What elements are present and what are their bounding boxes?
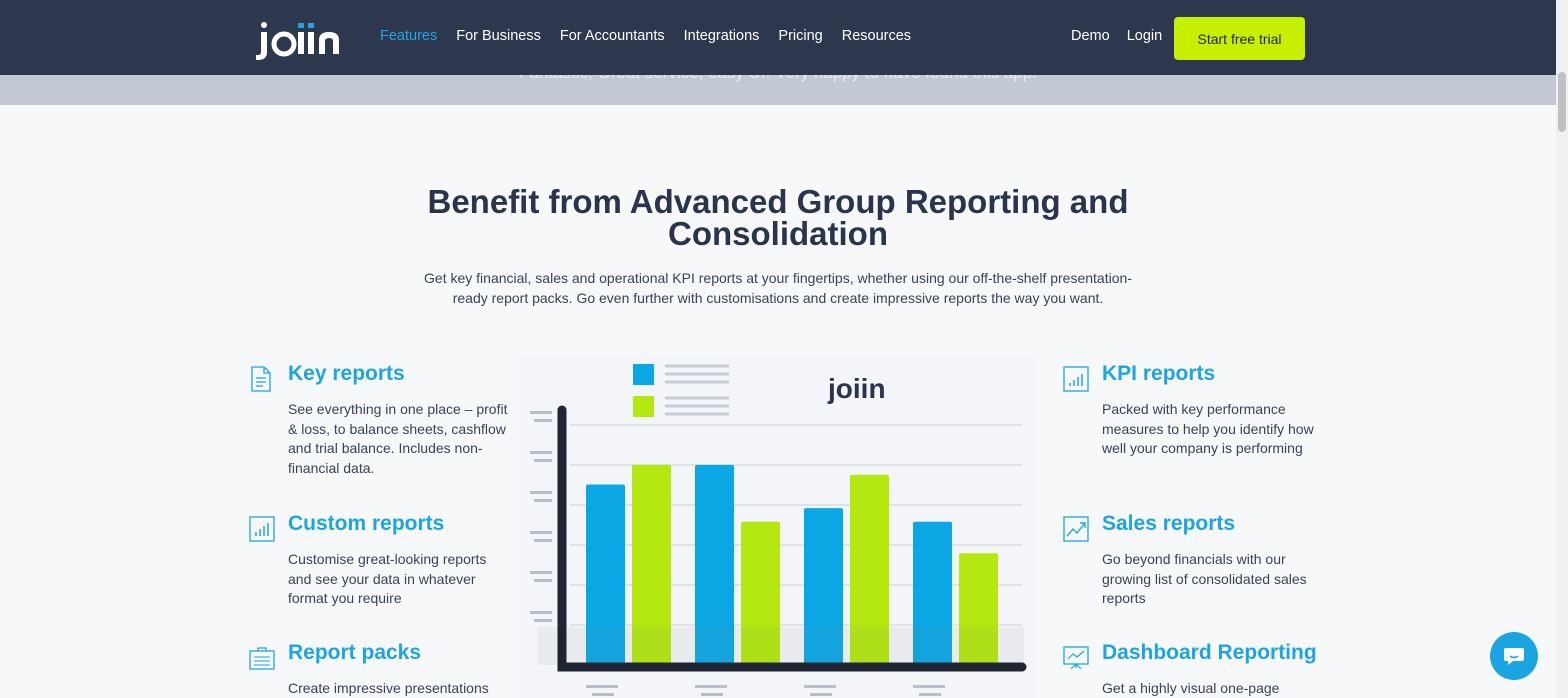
bar-blue: [586, 484, 625, 665]
nav-for-accountants[interactable]: For Accountants: [559, 28, 665, 44]
scrollbar-thumb[interactable]: [1558, 72, 1566, 132]
feature-description: Packed with key performance measures to …: [1102, 401, 1314, 456]
testimonial-text: Fantastic, Great service, easy UI. Very …: [0, 75, 1556, 83]
feature-title[interactable]: Sales reports: [1102, 512, 1236, 535]
start-free-trial-button[interactable]: Start free trial: [1174, 17, 1305, 60]
x-axis-tick-placeholders: [586, 685, 945, 696]
bar-chart-icon: [249, 516, 275, 542]
testimonial-strip: Fantastic, Great service, easy UI. Very …: [0, 75, 1556, 105]
nav-pricing[interactable]: Pricing: [778, 28, 823, 44]
x-tick-placeholder: [913, 685, 945, 688]
report-illustration: joiin: [520, 355, 1035, 698]
y-tick-placeholder: [534, 619, 552, 622]
section-subtitle-line2: ready report packs. Go even further with…: [452, 290, 1104, 306]
chart-bars: [586, 464, 998, 665]
joiin-logo[interactable]: [255, 20, 347, 60]
bar-blue: [695, 464, 734, 665]
section-subtitle-line1: Get key financial, sales and operational…: [424, 270, 1132, 286]
chat-bubble-icon[interactable]: [1490, 632, 1538, 680]
kpi-chart-icon: [1063, 366, 1089, 392]
site-header: Features For Business For Accountants In…: [0, 0, 1556, 75]
y-tick-placeholder: [530, 611, 552, 614]
nav-resources[interactable]: Resources: [841, 28, 912, 44]
bar-chart: joiin: [520, 355, 1035, 698]
account-nav: Demo Login: [1071, 28, 1162, 44]
feature-title[interactable]: Custom reports: [288, 512, 445, 535]
chart-tick-placeholders: [530, 411, 552, 622]
y-tick-placeholder: [534, 539, 552, 542]
feature-title[interactable]: Report packs: [288, 641, 422, 664]
feature-description: See everything in one place – profit & l…: [288, 401, 508, 476]
feature-title[interactable]: Key reports: [288, 362, 405, 385]
y-tick-placeholder: [530, 451, 552, 454]
y-tick-placeholder: [534, 499, 552, 502]
feature-description: Create impressive presentations: [288, 680, 489, 696]
feature-title[interactable]: Dashboard Reporting: [1102, 641, 1317, 664]
feature-title[interactable]: KPI reports: [1102, 362, 1216, 385]
bar-blue: [913, 521, 952, 665]
x-tick-placeholder: [919, 693, 941, 696]
bar-green: [632, 464, 671, 665]
y-tick-placeholder: [534, 579, 552, 582]
y-tick-placeholder: [530, 571, 552, 574]
y-tick-placeholder: [530, 531, 552, 534]
nav-features[interactable]: Features: [380, 28, 438, 44]
feature-description: Get a highly visual one-page: [1102, 680, 1280, 696]
nav-for-business[interactable]: For Business: [456, 28, 541, 44]
bar-blue: [804, 508, 843, 665]
x-tick-placeholder: [701, 693, 723, 696]
trend-line-icon: [1063, 516, 1089, 542]
main-nav: Features For Business For Accountants In…: [380, 28, 911, 44]
section-title: Benefit from Advanced Group Reporting an…: [0, 183, 1556, 252]
section-subtitle: Get key financial, sales and operational…: [420, 268, 1136, 308]
bar-green: [741, 521, 780, 665]
y-tick-placeholder: [534, 419, 552, 422]
x-tick-placeholder: [586, 685, 618, 688]
x-tick-placeholder: [804, 685, 836, 688]
page-scrollbar[interactable]: [1556, 0, 1568, 698]
document-icon: [249, 366, 275, 392]
section-title-line1: Benefit from Advanced Group Reporting an…: [427, 183, 1129, 220]
chart-base-band: [538, 627, 1024, 665]
y-tick-placeholder: [530, 411, 552, 414]
chart-logo: joiin: [827, 373, 886, 404]
login-link[interactable]: Login: [1126, 28, 1163, 44]
bar-green: [959, 553, 998, 665]
nav-integrations[interactable]: Integrations: [683, 28, 760, 44]
feature-description: Customise great-looking reports and see …: [288, 551, 487, 606]
report-pack-icon: [249, 645, 275, 671]
x-tick-placeholder: [695, 685, 727, 688]
dashboard-icon: [1063, 645, 1089, 671]
section-title-line2: Consolidation: [668, 215, 888, 252]
y-tick-placeholder: [530, 491, 552, 494]
legend-swatch-blue: [633, 364, 654, 385]
legend-lines: [665, 364, 729, 416]
feature-description: Go beyond financials with our growing li…: [1102, 551, 1307, 606]
demo-link[interactable]: Demo: [1071, 28, 1110, 44]
bar-green: [850, 474, 889, 665]
chart-axes: [557, 405, 1027, 672]
x-tick-placeholder: [592, 693, 614, 696]
legend-swatch-green: [633, 396, 654, 417]
x-tick-placeholder: [810, 693, 832, 696]
y-tick-placeholder: [534, 459, 552, 462]
